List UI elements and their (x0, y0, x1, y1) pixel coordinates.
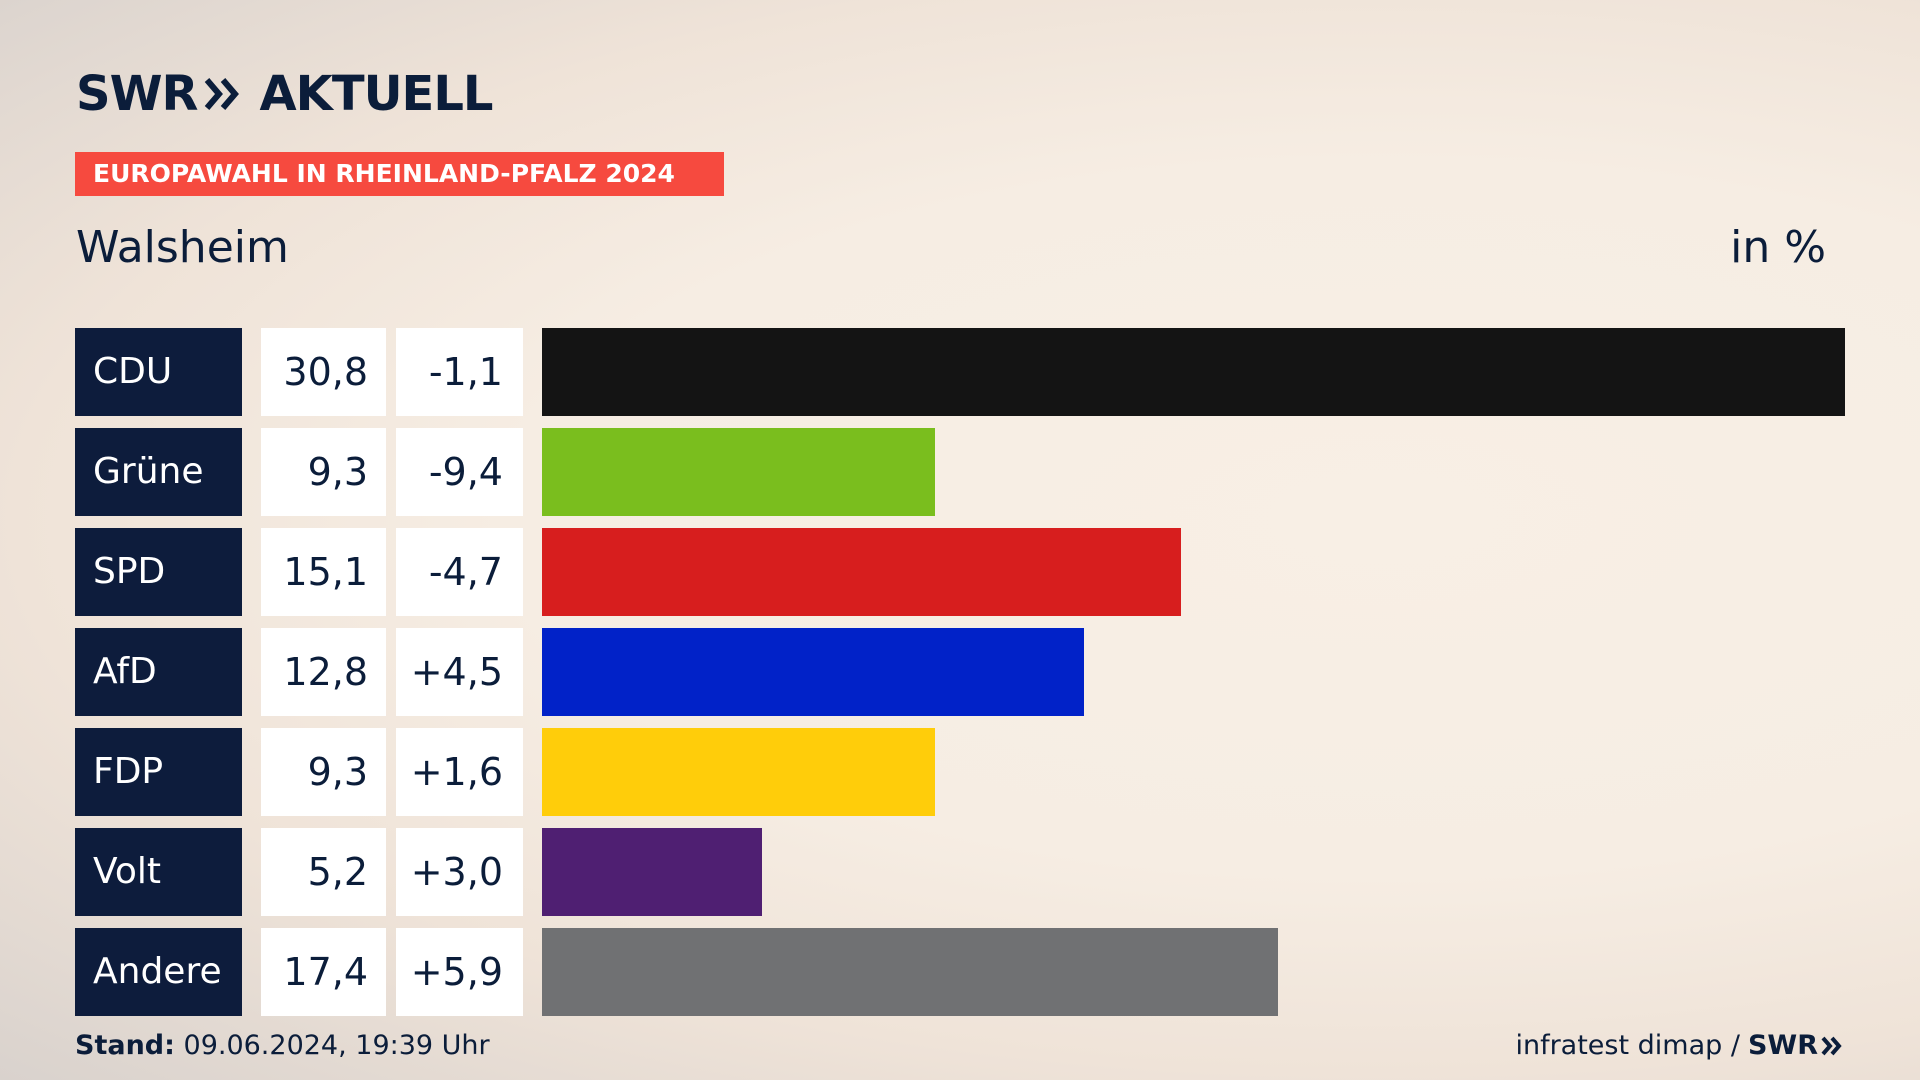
vote-share-value: 15,1 (261, 528, 386, 616)
party-row: Andere 17,4 +5,9 (75, 928, 1845, 1016)
chart-title: Walsheim (76, 222, 289, 273)
logo-aktuell-text: AKTUELL (259, 66, 493, 122)
vote-share-value: 12,8 (261, 628, 386, 716)
party-label: FDP (75, 728, 242, 816)
unit-label: in % (1730, 222, 1826, 273)
double-chevron-right-icon (1821, 1036, 1842, 1056)
source-credit: infratest dimap / SWR (1515, 1028, 1844, 1064)
party-row: AfD 12,8 +4,5 (75, 628, 1845, 716)
party-label: Grüne (75, 428, 242, 516)
party-row: FDP 9,3 +1,6 (75, 728, 1845, 816)
vote-share-bar (542, 728, 935, 816)
party-label: SPD (75, 528, 242, 616)
logo-swr-text: SWR (76, 66, 198, 122)
party-label: CDU (75, 328, 242, 416)
party-row: Grüne 9,3 -9,4 (75, 428, 1845, 516)
vote-share-value: 5,2 (261, 828, 386, 916)
swr-mini-logo: SWR (1748, 1028, 1844, 1064)
source-text: infratest dimap / (1515, 1030, 1740, 1061)
vote-share-bar (542, 628, 1084, 716)
vote-change-value: -4,7 (396, 528, 523, 616)
stand-label: Stand: (75, 1030, 175, 1061)
vote-change-value: +4,5 (396, 628, 523, 716)
vote-share-bar (542, 528, 1181, 616)
vote-change-value: -9,4 (396, 428, 523, 516)
double-chevron-right-icon (205, 78, 240, 110)
election-banner: EUROPAWAHL IN RHEINLAND-PFALZ 2024 (75, 152, 724, 196)
party-label: Volt (75, 828, 242, 916)
vote-share-value: 9,3 (261, 728, 386, 816)
party-row: Volt 5,2 +3,0 (75, 828, 1845, 916)
party-label: AfD (75, 628, 242, 716)
party-label: Andere (75, 928, 242, 1016)
swr-aktuell-logo: SWR AKTUELL (76, 64, 494, 124)
vote-change-value: +3,0 (396, 828, 523, 916)
vote-share-bar (542, 328, 1845, 416)
vote-share-value: 30,8 (261, 328, 386, 416)
vote-share-value: 9,3 (261, 428, 386, 516)
vote-change-value: -1,1 (396, 328, 523, 416)
stand-value: 09.06.2024, 19:39 Uhr (183, 1030, 490, 1061)
vote-change-value: +5,9 (396, 928, 523, 1016)
party-row: SPD 15,1 -4,7 (75, 528, 1845, 616)
vote-share-bar (542, 428, 935, 516)
timestamp: Stand: 09.06.2024, 19:39 Uhr (75, 1028, 490, 1064)
vote-share-bar (542, 828, 762, 916)
mini-logo-text: SWR (1747, 1030, 1818, 1061)
vote-share-bar (542, 928, 1278, 1016)
vote-change-value: +1,6 (396, 728, 523, 816)
party-row: CDU 30,8 -1,1 (75, 328, 1845, 416)
vote-share-value: 17,4 (261, 928, 386, 1016)
